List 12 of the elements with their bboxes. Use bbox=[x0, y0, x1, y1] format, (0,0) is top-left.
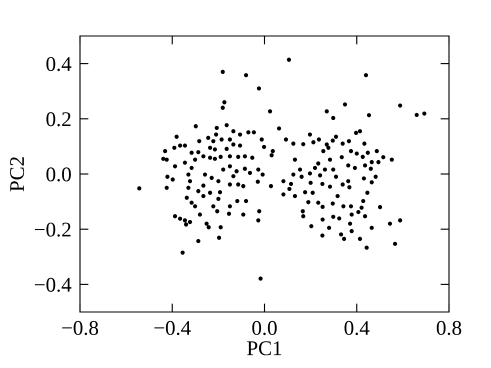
x-tick-label: −0.4 bbox=[154, 320, 191, 336]
x-tick-label: 0.0 bbox=[252, 320, 277, 336]
y-axis-title: PC2 bbox=[10, 157, 24, 192]
y-tick-label: 0.4 bbox=[46, 56, 72, 72]
x-axis-title: PC1 bbox=[247, 341, 282, 356]
x-tick-label: 0.4 bbox=[344, 320, 370, 336]
y-tick-label: 0.0 bbox=[46, 167, 71, 182]
x-tick-label: −0.8 bbox=[62, 320, 98, 336]
x-tick-label: 0.8 bbox=[436, 320, 462, 336]
y-tick-label: −0.4 bbox=[34, 278, 72, 292]
y-tick-label: 0.2 bbox=[46, 112, 71, 126]
y-tick-label: −0.2 bbox=[34, 222, 71, 237]
